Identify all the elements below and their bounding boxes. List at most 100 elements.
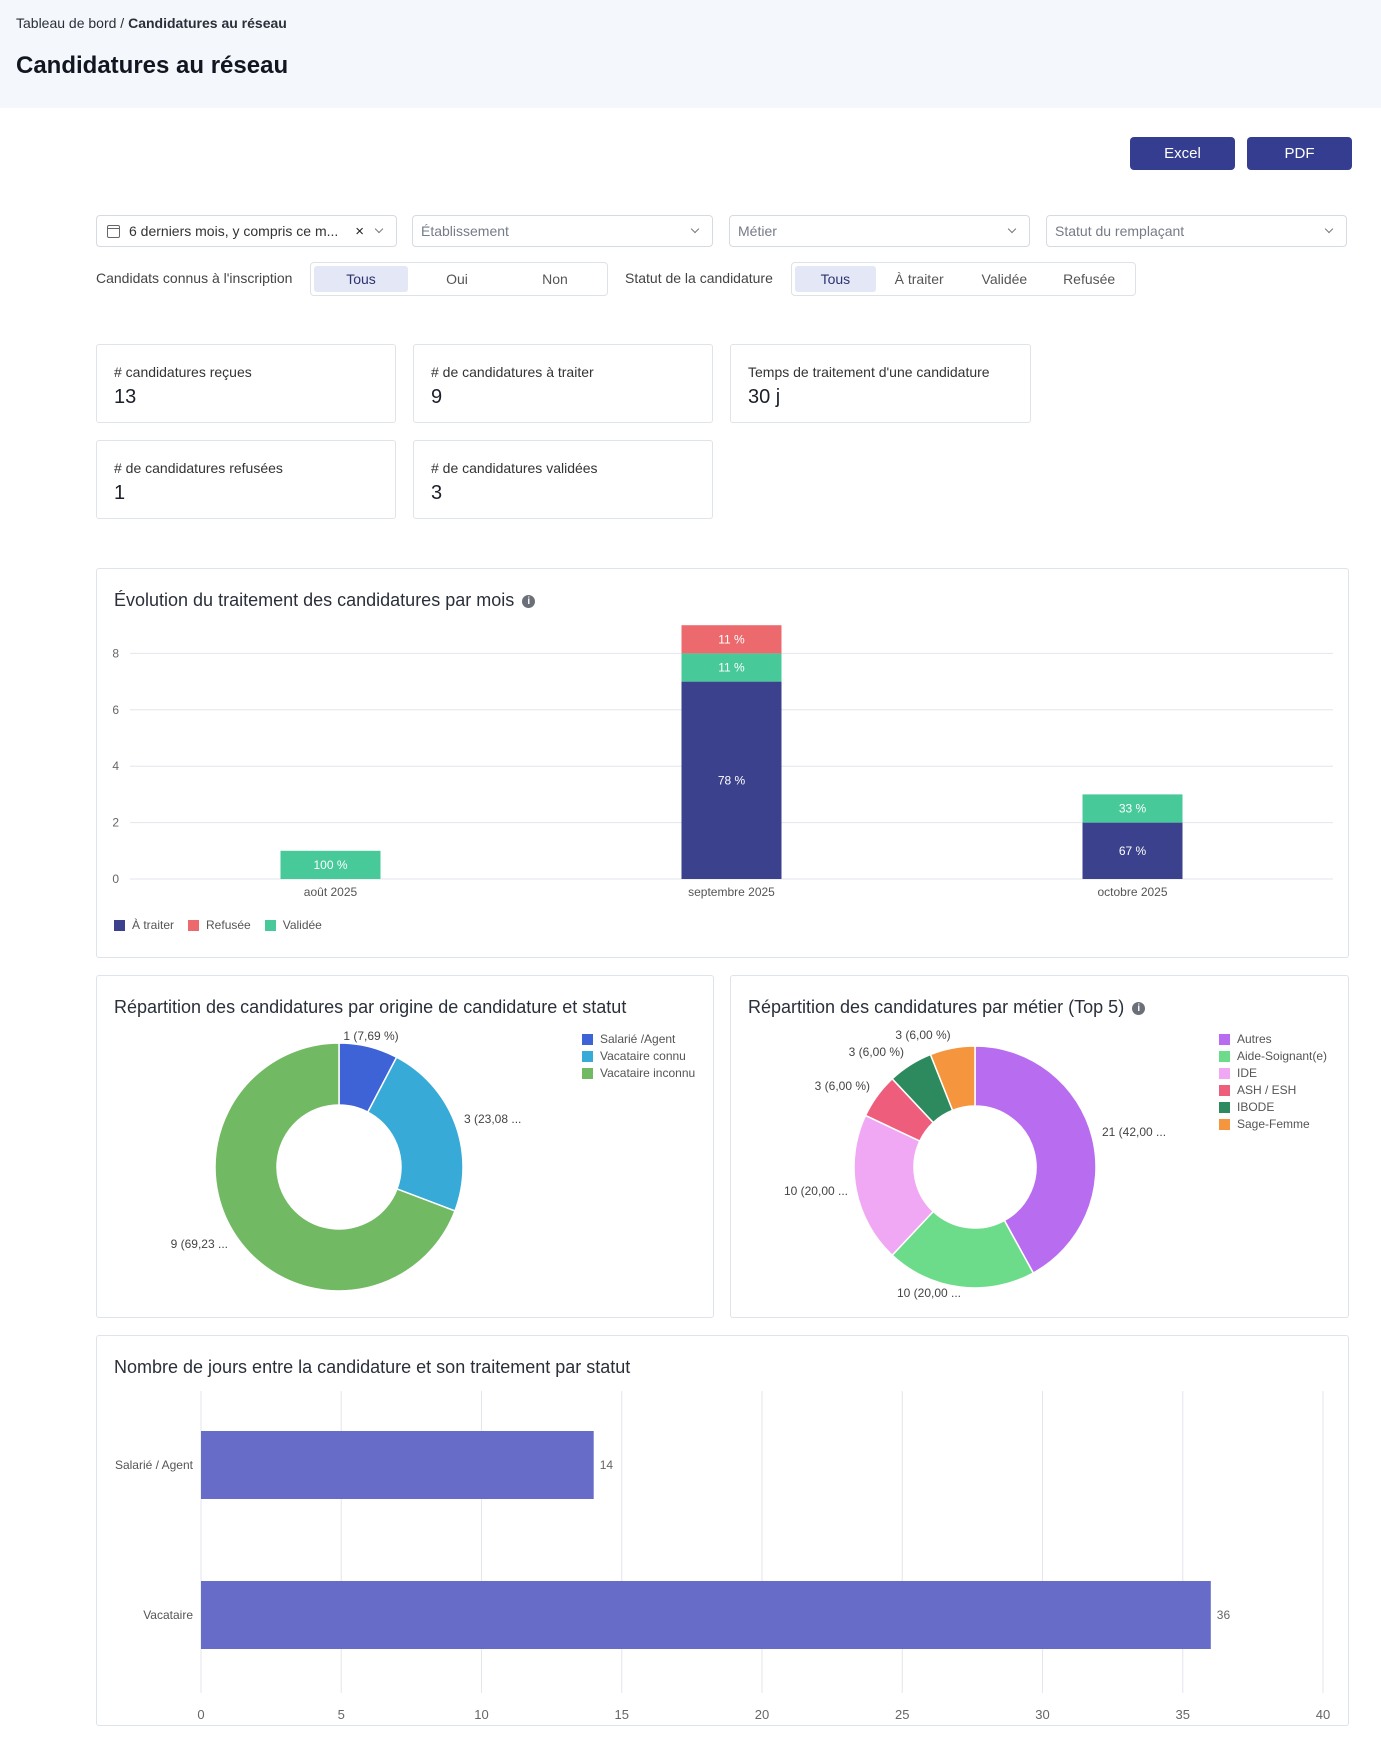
clear-icon[interactable]: × — [355, 222, 364, 240]
legend-item-autres[interactable]: Autres — [1219, 1032, 1327, 1046]
kpi-value: 13 — [114, 386, 137, 408]
legend-item-a-traiter[interactable]: À traiter — [114, 918, 174, 932]
days-bar — [201, 1431, 594, 1499]
x-tick-label: 10 — [474, 1707, 488, 1722]
chevron-down-icon — [690, 224, 700, 234]
statut-option-tous[interactable]: Tous — [795, 266, 876, 292]
legend-swatch — [1219, 1101, 1230, 1113]
export-pdf-button[interactable]: PDF — [1247, 137, 1352, 170]
kpi-card-temps-traitement: Temps de traitement d'une candidature 30… — [730, 344, 1031, 423]
legend-swatch — [114, 919, 125, 931]
period-select[interactable]: 6 derniers mois, y compris ce m... × — [96, 215, 397, 247]
legend-item-salarie[interactable]: Salarié /Agent — [582, 1032, 695, 1046]
bar-segment-a-traiter — [1082, 822, 1183, 879]
monthly-chart-title: Évolution du traitement des candidatures… — [114, 590, 515, 610]
donut-slice — [974, 1045, 1097, 1275]
legend-item-vacataire-connu[interactable]: Vacataire connu — [582, 1049, 695, 1063]
x-tick-label: 30 — [1035, 1707, 1049, 1722]
statut-option-a-traiter[interactable]: À traiter — [894, 271, 944, 287]
x-tick-label: 35 — [1176, 1707, 1190, 1722]
legend-swatch — [1219, 1033, 1230, 1045]
donut-slice — [214, 1042, 456, 1292]
statut-option-validee[interactable]: Validée — [981, 271, 1028, 287]
candidats-connus-option-non[interactable]: Non — [542, 271, 568, 287]
x-tick-label: 5 — [338, 1707, 345, 1722]
legend-item-refusee[interactable]: Refusée — [188, 918, 251, 932]
statut-candidature-toggle: Tous À traiter Validée Refusée — [791, 262, 1136, 296]
statut-remplacant-select[interactable]: Statut du remplaçant — [1046, 215, 1347, 247]
y-category-label: Vacataire — [143, 1608, 193, 1622]
days-chart-title: Nombre de jours entre la candidature et … — [114, 1357, 631, 1377]
legend-label: IDE — [1237, 1066, 1258, 1080]
metier-chart-title: Répartition des candidatures par métier … — [748, 997, 1125, 1017]
legend-swatch — [188, 919, 200, 931]
info-icon[interactable]: i — [1132, 1002, 1146, 1015]
legend-item-ide[interactable]: IDE — [1219, 1066, 1327, 1080]
metier-donut-chart: 21 (42,00 ... 10 (20,00 ... 10 (20,00 ... 3… — [784, 1028, 1166, 1300]
legend-item-ash[interactable]: ASH / ESH — [1219, 1083, 1327, 1097]
bar-data-label: 33 % — [1119, 802, 1147, 816]
bar-segment-refusee — [681, 625, 782, 654]
legend-item-validee[interactable]: Validée — [264, 918, 322, 932]
legend-swatch — [582, 1033, 593, 1045]
slice-data-label: 21 (42,00 ... — [1102, 1125, 1166, 1139]
bar-segment-validee — [1082, 794, 1183, 823]
slice-data-label: 10 (20,00 ... — [897, 1286, 961, 1300]
monthly-legend: À traiter Refusée Validée — [114, 918, 322, 932]
metier-select[interactable]: Métier — [729, 215, 1030, 247]
slice-data-label: 3 (6,00 %) — [815, 1079, 870, 1093]
metier-placeholder: Métier — [738, 223, 777, 239]
chevron-down-icon — [374, 224, 384, 234]
y-tick-label: 8 — [112, 646, 119, 660]
etablissement-select[interactable]: Établissement — [412, 215, 713, 247]
monthly-chart: 0 2 4 6 8 100 % août 2025 78 % 11 % 11 % septembre… — [112, 625, 1333, 899]
bar-data-label: 11 % — [718, 661, 745, 675]
bar-data-label: 14 — [600, 1458, 614, 1472]
slice-data-label: 3 (23,08 ... — [464, 1112, 521, 1126]
bar-segment-validee — [280, 850, 381, 879]
info-icon[interactable]: i — [522, 595, 536, 608]
bar-data-label: 36 — [1217, 1608, 1231, 1622]
legend-label: Aide-Soignant(e) — [1237, 1049, 1328, 1063]
chevron-down-icon — [1007, 224, 1017, 234]
breadcrumb-parent[interactable]: Tableau de bord — [16, 15, 117, 31]
metier-legend: Autres Aide-Soignant(e) IDE ASH / ESH IB… — [1219, 1032, 1327, 1131]
x-tick-label: 40 — [1316, 1707, 1330, 1722]
slice-data-label: 3 (6,00 %) — [895, 1028, 950, 1042]
y-tick-label: 6 — [112, 703, 119, 717]
legend-swatch — [1219, 1067, 1230, 1079]
slice-data-label: 3 (6,00 %) — [849, 1045, 904, 1059]
monthly-chart-card: Évolution du traitement des candidatures… — [96, 568, 1349, 958]
origin-legend: Salarié /Agent Vacataire connu Vacataire… — [582, 1032, 695, 1080]
legend-label: IBODE — [1237, 1100, 1275, 1114]
y-tick-label: 2 — [112, 816, 119, 830]
donut-slice — [891, 1210, 1035, 1289]
legend-label: À traiter — [132, 918, 175, 932]
x-tick-label: 15 — [615, 1707, 629, 1722]
legend-item-vacataire-inconnu[interactable]: Vacataire inconnu — [582, 1066, 695, 1080]
x-tick-label: 0 — [197, 1707, 204, 1722]
statut-option-refusee[interactable]: Refusée — [1063, 271, 1116, 287]
bar-data-label: 78 % — [718, 773, 746, 787]
chart-title: Nombre de jours entre la candidature et … — [114, 1357, 630, 1378]
x-tick-label: 25 — [895, 1707, 909, 1722]
chevron-down-icon — [1324, 224, 1334, 234]
donut-slice — [853, 1114, 935, 1257]
legend-item-ibode[interactable]: IBODE — [1219, 1100, 1327, 1114]
kpi-label: # de candidatures à traiter — [431, 364, 594, 380]
legend-item-sage-femme[interactable]: Sage-Femme — [1219, 1117, 1327, 1131]
candidats-connus-option-tous[interactable]: Tous — [314, 266, 408, 292]
export-excel-button[interactable]: Excel — [1130, 137, 1235, 170]
legend-swatch — [1219, 1084, 1230, 1096]
kpi-card-refusees: # de candidatures refusées 1 — [96, 440, 396, 519]
y-category-label: Salarié / Agent — [115, 1458, 194, 1472]
candidats-connus-label: Candidats connus à l'inscription — [96, 270, 293, 286]
candidats-connus-option-oui[interactable]: Oui — [446, 271, 468, 287]
legend-label: Sage-Femme — [1237, 1117, 1310, 1131]
legend-label: Vacataire inconnu — [600, 1066, 696, 1080]
legend-item-aide-soignant[interactable]: Aide-Soignant(e) — [1219, 1049, 1327, 1063]
bar-data-label: 67 % — [1119, 844, 1147, 858]
bar-data-label: 100 % — [313, 858, 347, 872]
slice-data-label: 10 (20,00 ... — [784, 1184, 848, 1198]
y-tick-label: 0 — [112, 872, 119, 886]
